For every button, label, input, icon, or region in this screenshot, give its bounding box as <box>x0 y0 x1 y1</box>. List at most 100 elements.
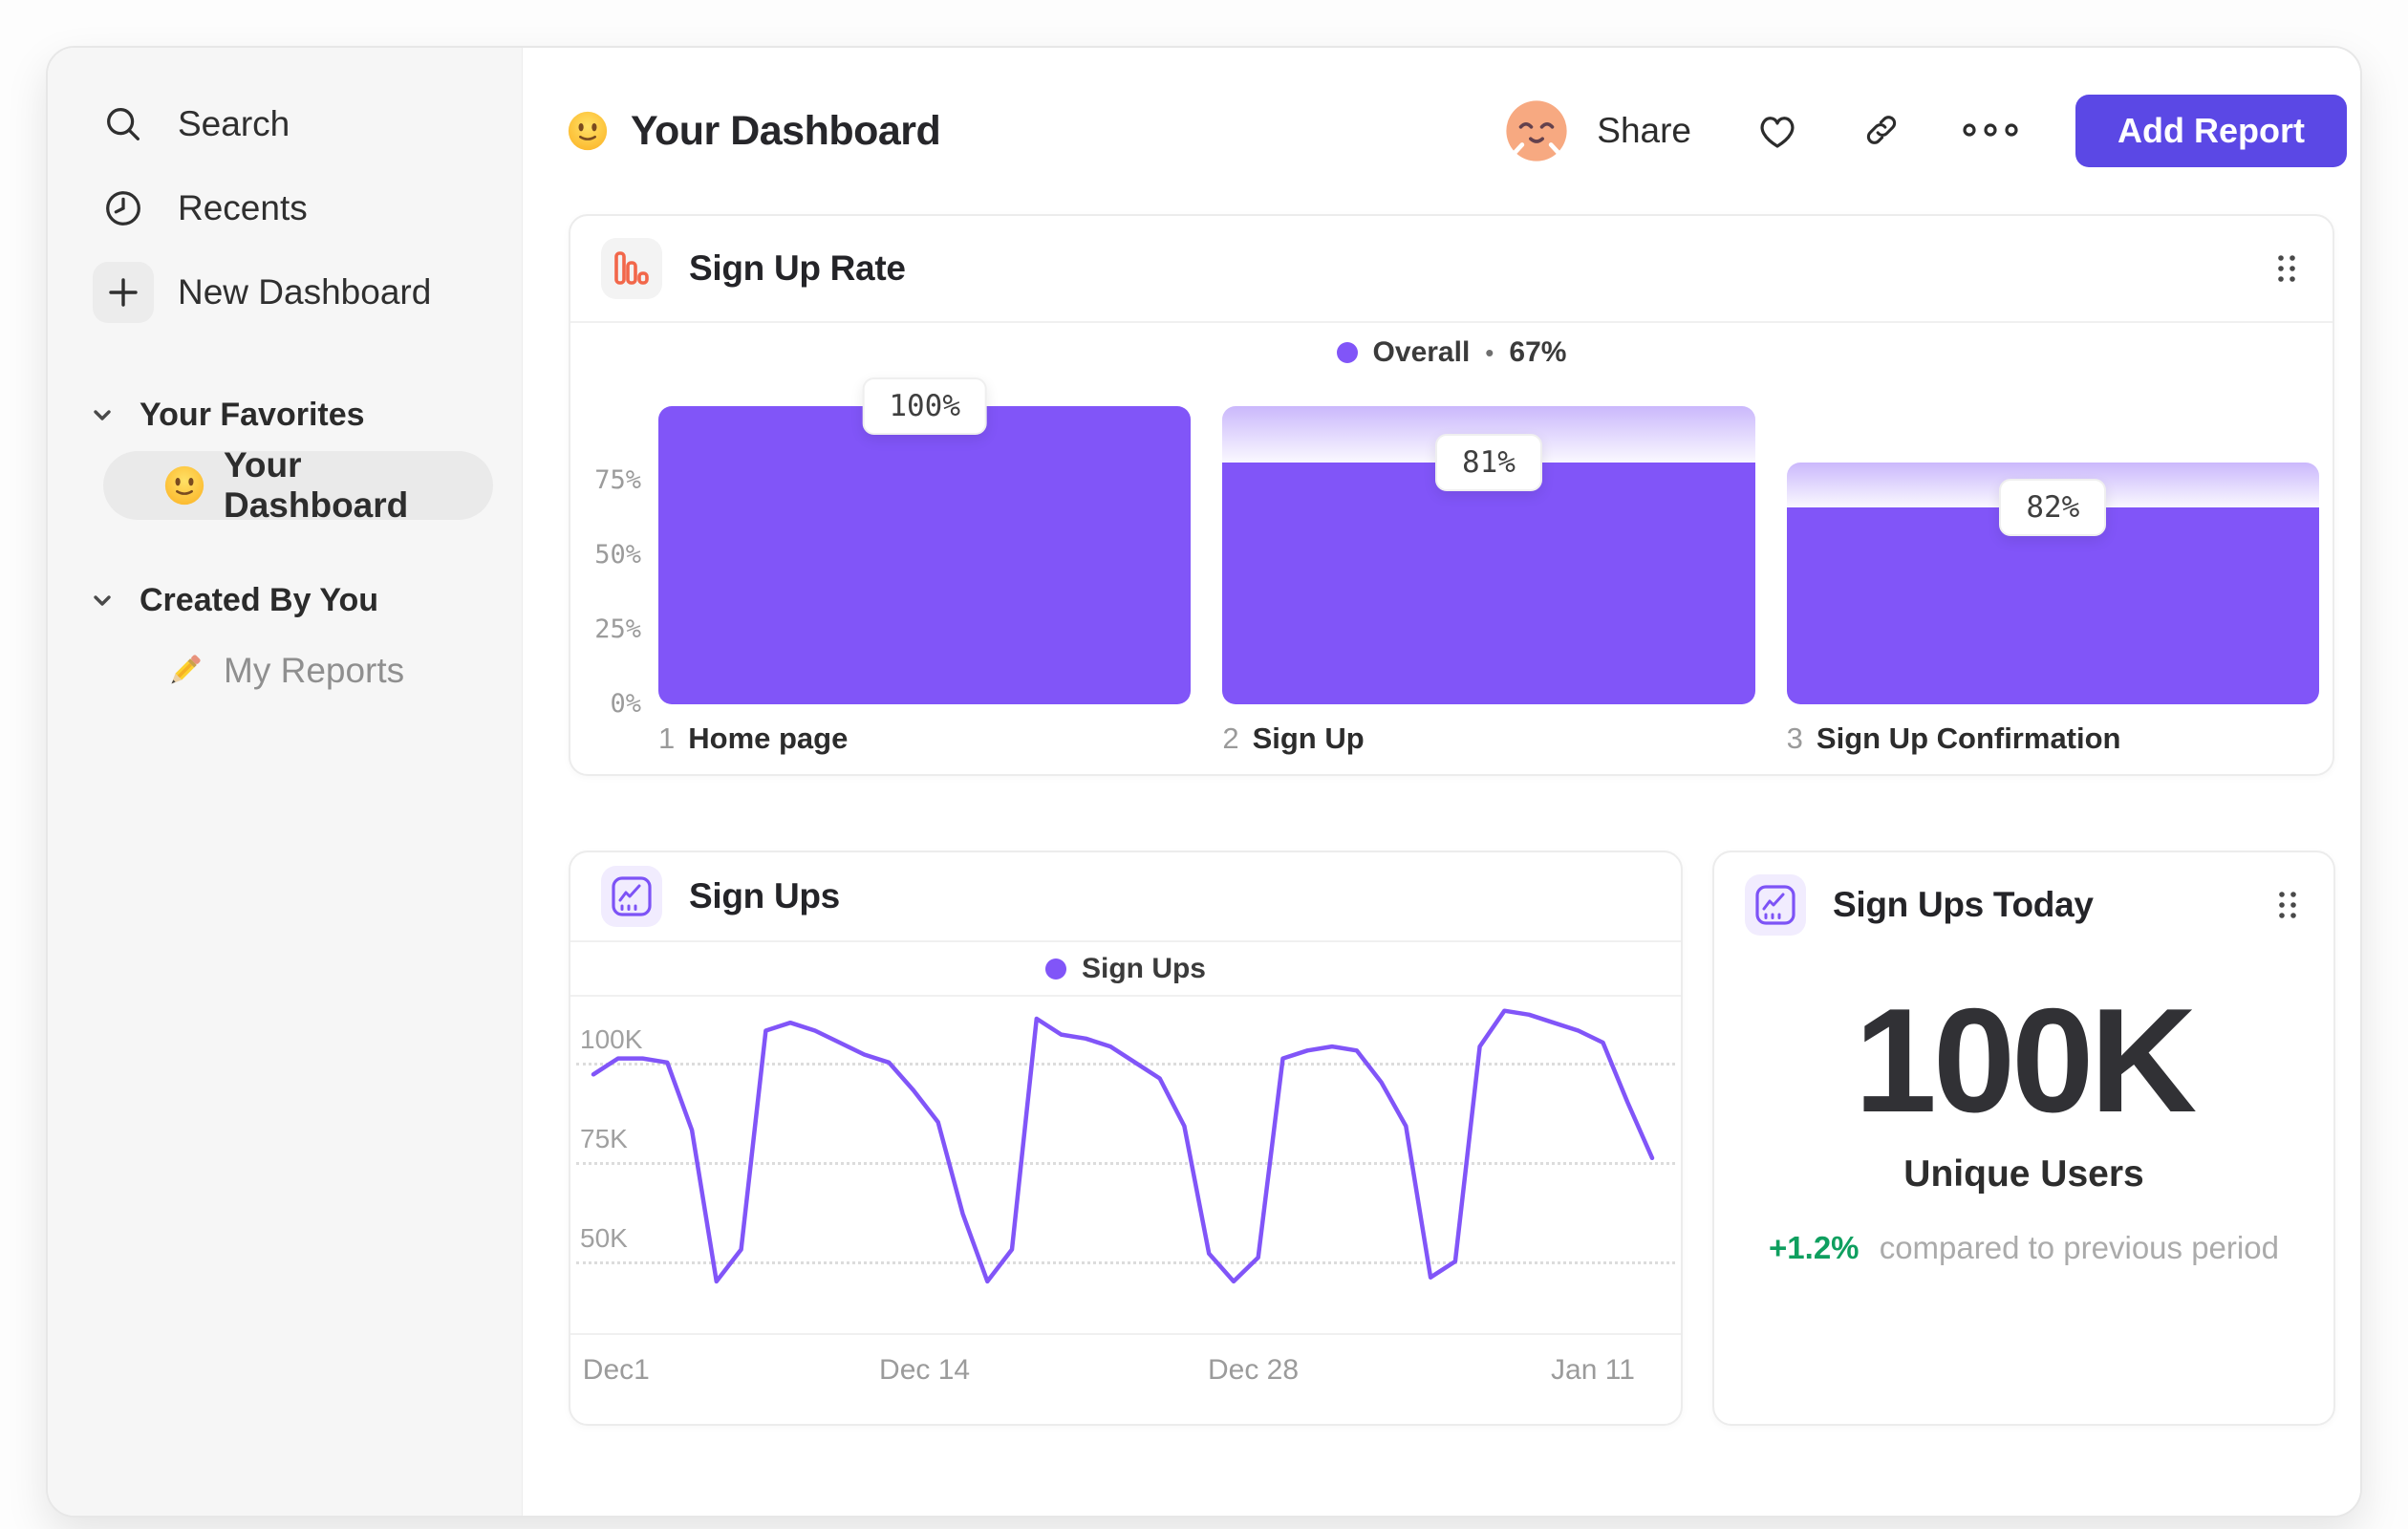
chevron-down-icon <box>90 402 115 427</box>
main-content: Your Dashboard Share <box>523 48 2360 1516</box>
sidebar: Search Recents New <box>48 48 523 1516</box>
funnel-y-tick: 25% <box>594 614 641 644</box>
funnel-y-axis: 75% 50% 25% 0% <box>570 406 647 719</box>
funnel-step-label: 3 Sign Up Confirmation <box>1787 721 2319 756</box>
smiley-icon <box>566 109 610 153</box>
chevron-down-icon <box>90 588 115 613</box>
kpi-delta-row: +1.2% compared to previous period <box>1714 1230 2333 1266</box>
kpi-delta: +1.2% <box>1769 1230 1860 1265</box>
funnel-step-name: Sign Up <box>1252 721 1365 755</box>
sidebar-item-your-dashboard[interactable]: Your Dashboard <box>103 445 493 525</box>
avatar[interactable] <box>1505 99 1568 162</box>
favorites-section: Your Favorites Your Dashboard <box>48 386 522 525</box>
y-tick-label: 75K <box>580 1123 628 1153</box>
favorite-heart-button[interactable] <box>1754 109 1800 154</box>
section-title: Created By You <box>140 581 379 618</box>
funnel-bar-solid <box>1786 507 2319 704</box>
line-x-axis: Dec1 Dec 14 Dec 28 Jan 11 <box>570 1345 1681 1398</box>
ellipsis-icon <box>1959 111 2022 152</box>
more-options-button[interactable] <box>1959 111 2022 152</box>
sidebar-item-label: Your Dashboard <box>224 445 409 525</box>
line-legend: Sign Ups <box>570 942 1681 995</box>
card-title: Sign Ups Today <box>1833 885 2094 924</box>
favorites-section-header[interactable]: Your Favorites <box>48 386 522 443</box>
x-tick-label: Dec 14 <box>879 1354 971 1386</box>
funnel-legend: Overall • 67% <box>570 326 2333 379</box>
dashboard-header: Your Dashboard Share <box>566 48 2347 214</box>
funnel-bar[interactable]: 82% <box>1786 406 2319 704</box>
card-title: Sign Ups <box>689 876 840 915</box>
drag-handle-icon[interactable] <box>2276 889 2299 921</box>
y-gridline <box>576 1161 1675 1165</box>
x-tick-label: Dec1 <box>582 1354 650 1386</box>
sidebar-nav: Search Recents New <box>48 82 522 334</box>
share-button[interactable]: Share <box>1597 111 1692 150</box>
add-report-button[interactable]: Add Report <box>2075 95 2347 167</box>
funnel-tooltip: 100% <box>862 377 987 435</box>
divider <box>570 995 1681 997</box>
copy-link-button[interactable] <box>1860 108 1903 155</box>
sidebar-item-new-dashboard[interactable]: New Dashboard <box>48 250 522 334</box>
drag-handle-icon[interactable] <box>2275 252 2298 285</box>
card-header: Sign Ups <box>570 852 1681 940</box>
created-by-you-section: Created By You <box>48 571 522 705</box>
funnel-bars: 100% 81% 82% <box>658 377 2319 704</box>
x-tick-label: Jan 11 <box>1551 1354 1635 1386</box>
legend-label: Overall <box>1372 336 1471 368</box>
sign-ups-card: Sign Ups Sign Ups 100K 75K 50K Dec1 Dec 14 D… <box>569 851 1683 1426</box>
funnel-bar-solid <box>1222 463 1755 704</box>
funnel-bar[interactable]: 81% <box>1222 406 1755 704</box>
funnel-tooltip: 81% <box>1434 434 1542 492</box>
funnel-step-name: Home page <box>688 721 849 755</box>
y-gridline <box>576 1062 1675 1066</box>
x-tick-label: Dec 28 <box>1207 1354 1300 1386</box>
funnel-step-index: 3 <box>1786 721 1803 755</box>
plus-icon <box>93 262 154 323</box>
card-title: Sign Up Rate <box>689 248 906 288</box>
funnel-labels: 1 Home page 2 Sign Up 3 Sign Up Confirmation <box>658 721 2319 756</box>
section-title: Your Favorites <box>140 396 365 433</box>
y-tick-label: 50K <box>580 1223 628 1254</box>
app-window: Search Recents New <box>46 46 2362 1518</box>
legend-dot-icon <box>1044 958 1066 980</box>
funnel-y-tick: 50% <box>594 540 641 570</box>
funnel-step-index: 2 <box>1222 721 1239 755</box>
kpi-body: 100K Unique Users +1.2% compared to prev… <box>1714 986 2333 1266</box>
legend-separator: • <box>1485 337 1494 367</box>
kpi-label: Unique Users <box>1903 1153 2144 1195</box>
sidebar-item-search[interactable]: Search <box>48 82 522 166</box>
sidebar-item-label: New Dashboard <box>178 272 432 312</box>
sign-up-rate-card: Sign Up Rate Overall <box>569 214 2334 776</box>
sidebar-item-recents[interactable]: Recents <box>48 166 522 250</box>
sidebar-item-label: My Reports <box>224 651 405 690</box>
funnel-step-index: 1 <box>658 721 676 755</box>
y-tick-label: 100K <box>580 1023 643 1054</box>
funnel-bars-icon <box>601 238 662 299</box>
funnel-y-tick: 0% <box>610 689 641 719</box>
funnel-step-name: Sign Up Confirmation <box>1816 721 2121 755</box>
sign-ups-line-series <box>591 1008 1655 1284</box>
kpi-value: 100K <box>1854 978 2198 1143</box>
divider <box>570 321 2333 323</box>
heart-icon <box>1754 109 1800 154</box>
divider <box>570 1333 1681 1335</box>
divider <box>570 940 1681 942</box>
search-icon <box>93 94 154 155</box>
line-plot: 100K 75K 50K <box>570 995 1681 1333</box>
funnel-y-tick: 75% <box>594 465 641 495</box>
funnel-bar[interactable]: 100% <box>658 377 1192 704</box>
sidebar-item-label: Search <box>178 104 290 143</box>
sidebar-item-my-reports[interactable]: My Reports <box>103 636 493 705</box>
kpi-delta-text: compared to previous period <box>1879 1230 2279 1265</box>
y-gridline <box>576 1261 1675 1265</box>
card-header: Sign Ups Today <box>1714 852 2333 958</box>
link-icon <box>1860 108 1903 155</box>
sign-ups-today-card: Sign Ups Today 100K Unique Users <box>1712 851 2335 1426</box>
page-title: Your Dashboard <box>631 107 941 154</box>
line-chart-icon <box>1745 874 1806 936</box>
legend-label: Sign Ups <box>1081 952 1206 984</box>
line-chart-icon <box>601 866 662 927</box>
created-by-you-section-header[interactable]: Created By You <box>48 571 522 629</box>
funnel-chart: 75% 50% 25% 0% 100% 81% 82% <box>570 377 2319 719</box>
